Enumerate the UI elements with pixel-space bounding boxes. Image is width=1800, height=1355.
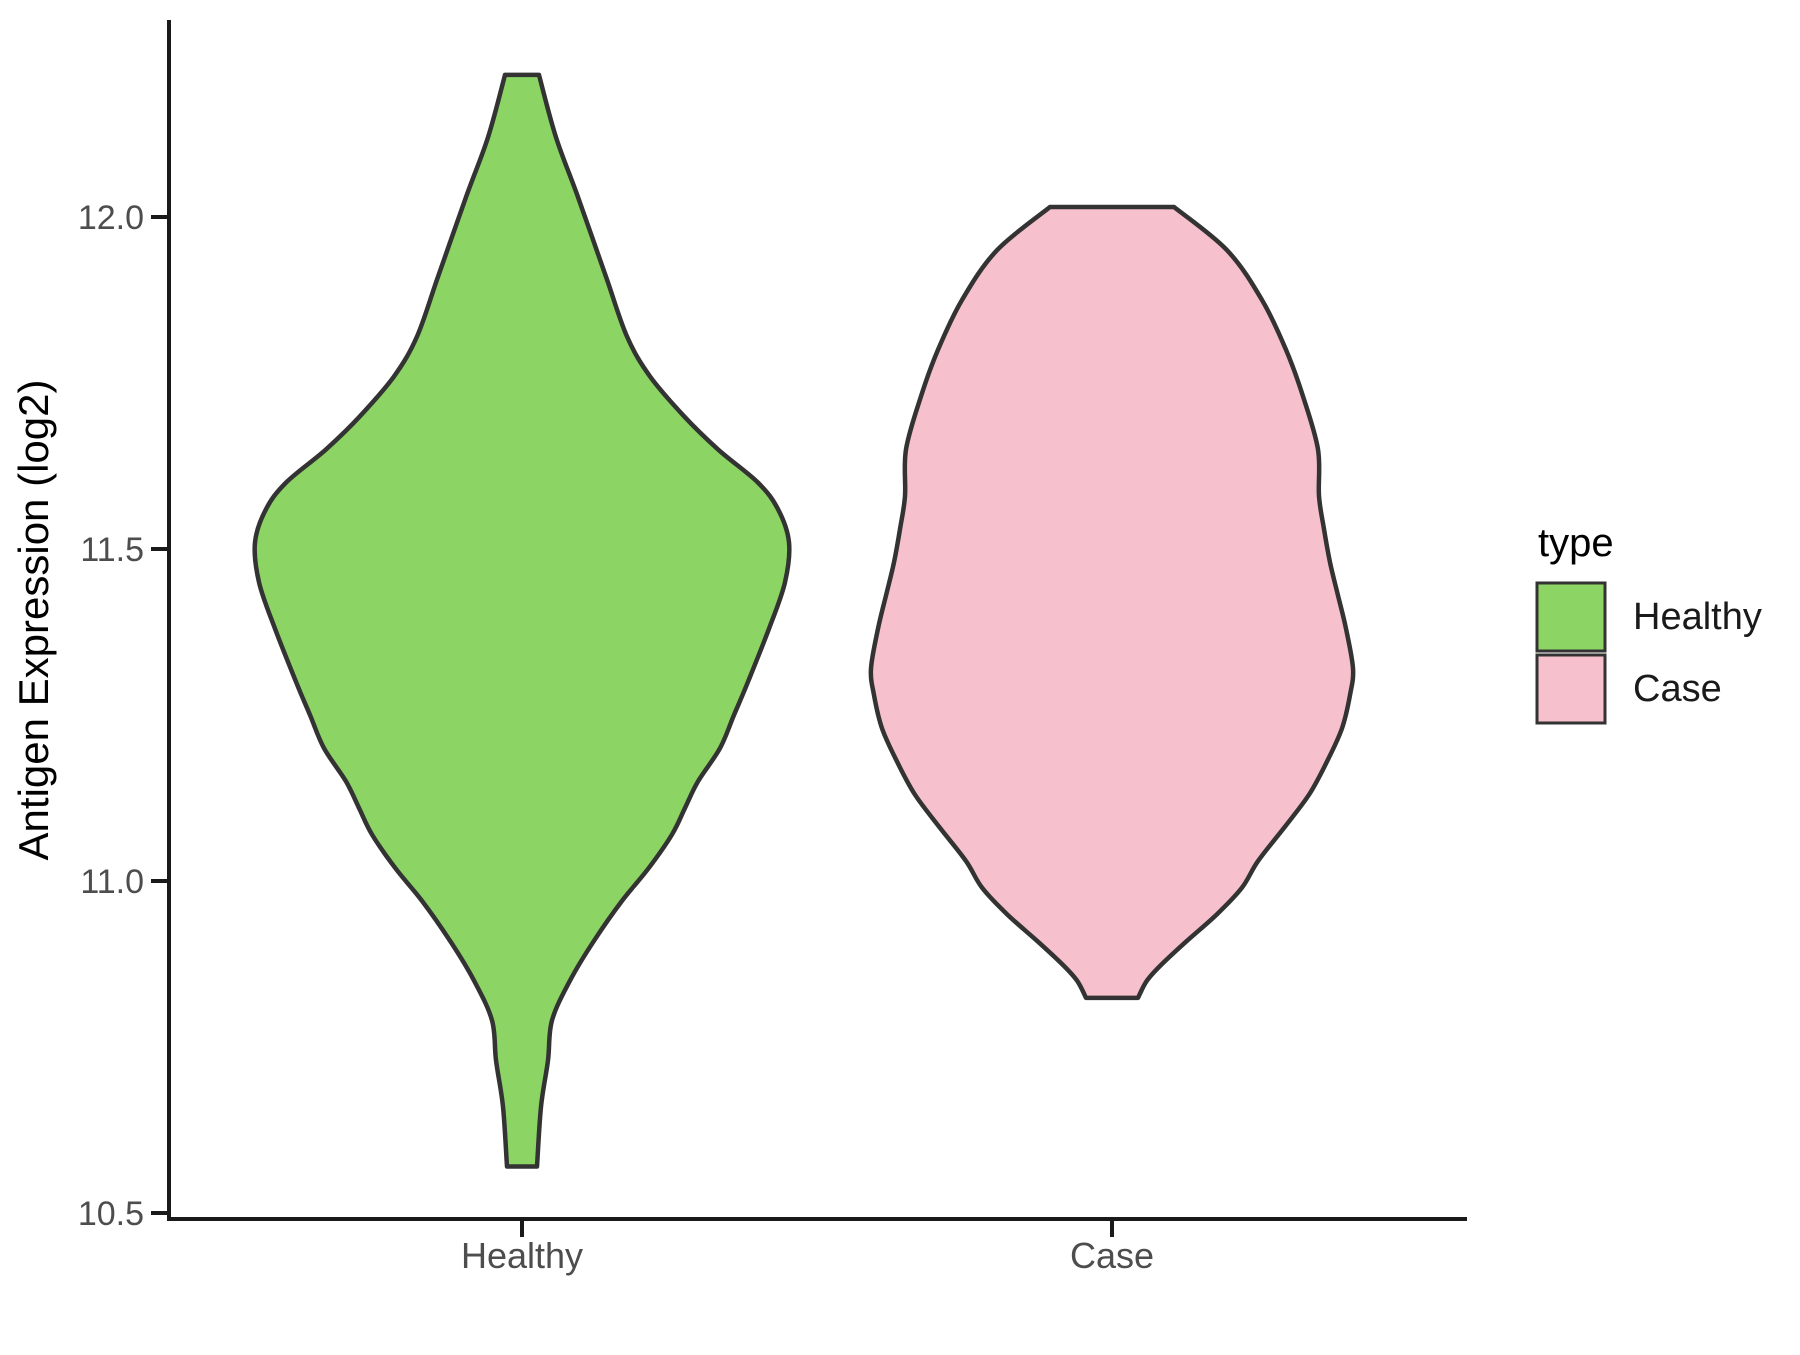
legend-label-healthy: Healthy	[1633, 596, 1762, 638]
violin-case	[868, 204, 1356, 1001]
violins-group	[252, 72, 1356, 1169]
x-tick-label-healthy: Healthy	[461, 1235, 583, 1276]
legend-key-healthy	[1535, 581, 1607, 653]
y-tick-label: 12.0	[78, 199, 144, 237]
y-axis-title: Antigen Expression (log2)	[10, 380, 57, 861]
legend-label-case: Case	[1633, 668, 1722, 710]
y-tick-label: 11.0	[80, 863, 144, 901]
violin-healthy	[252, 72, 792, 1169]
x-axis-ticks: Healthy Case	[461, 1221, 1154, 1276]
legend-key-case	[1535, 653, 1607, 725]
legend-entries: Healthy Case	[1535, 581, 1762, 725]
x-tick-label-case: Case	[1070, 1235, 1154, 1276]
y-axis-ticks: 12.0 11.5 11.0 10.5	[78, 199, 167, 1233]
y-tick-label: 11.5	[80, 531, 144, 569]
legend: type Healthy Case	[1535, 521, 1762, 725]
legend-title: type	[1538, 521, 1614, 565]
y-tick-label: 10.5	[78, 1195, 144, 1233]
